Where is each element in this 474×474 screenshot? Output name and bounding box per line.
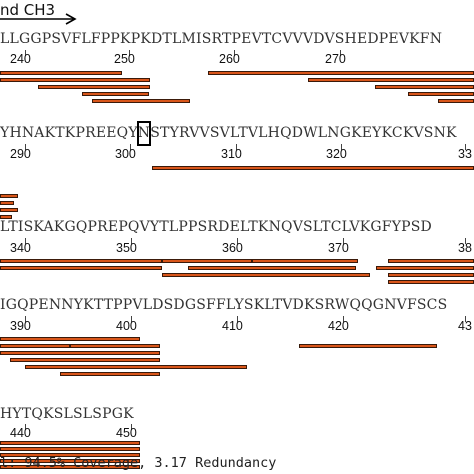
- peptide-bar: [92, 99, 190, 103]
- peptide-bar: [0, 208, 18, 212]
- peptide-bar: [0, 351, 160, 355]
- peptide-bar: [0, 453, 140, 457]
- position-tick: [236, 144, 237, 150]
- position-number: 300: [115, 147, 136, 161]
- peptide-bar: [408, 92, 474, 96]
- peptide-bar: [388, 280, 474, 284]
- position-number: 350: [116, 241, 137, 255]
- position-tick: [25, 50, 26, 56]
- peptide-bar: [0, 215, 12, 219]
- peptide-bar: [252, 259, 358, 263]
- peptide-bar: [10, 358, 160, 362]
- peptide-bar: [60, 372, 160, 376]
- position-number: 440: [10, 426, 31, 440]
- peptide-bar: [0, 459, 140, 463]
- position-number: 260: [219, 52, 240, 66]
- position-number: 400: [116, 319, 137, 333]
- position-tick: [131, 238, 132, 244]
- peptide-bar: [82, 92, 149, 96]
- sequence-text: LTISKAKGQPREPQVYTLPPSRDELTKNQVSLTCLVKGFY…: [0, 219, 432, 235]
- position-tick: [131, 424, 132, 430]
- sequence-text: HYTQKSLSLSPGK: [0, 406, 134, 422]
- position-number: 43: [458, 319, 472, 333]
- peptide-bar: [162, 273, 370, 277]
- position-tick: [234, 50, 235, 56]
- position-number: 360: [222, 241, 243, 255]
- peptide-bar: [0, 447, 140, 451]
- peptide-bar: [308, 78, 474, 82]
- position-number: 310: [221, 147, 242, 161]
- position-tick: [465, 316, 466, 322]
- peptide-bar: [438, 99, 474, 103]
- position-number: 270: [325, 52, 346, 66]
- peptide-bar: [208, 71, 474, 75]
- peptide-bar: [38, 85, 150, 89]
- position-number: 320: [326, 147, 347, 161]
- peptide-bar: [299, 344, 437, 348]
- domain-arrow: [0, 13, 77, 25]
- position-number: 38: [458, 241, 472, 255]
- peptide-bar: [0, 337, 140, 341]
- peptide-bar: [376, 266, 474, 270]
- position-number: 450: [116, 426, 137, 440]
- position-number: 420: [328, 319, 349, 333]
- peptide-bar: [0, 71, 122, 75]
- position-number: 240: [10, 52, 31, 66]
- position-tick: [237, 316, 238, 322]
- position-tick: [25, 238, 26, 244]
- position-tick: [130, 144, 131, 150]
- peptide-bar: [388, 259, 474, 263]
- position-number: 370: [328, 241, 349, 255]
- peptide-bar: [0, 465, 140, 469]
- position-number: 290: [10, 147, 31, 161]
- peptide-bar: [162, 259, 252, 263]
- position-tick: [343, 316, 344, 322]
- peptide-bar: [152, 166, 474, 170]
- position-tick: [465, 144, 466, 150]
- peptide-bar: [25, 365, 247, 369]
- sequence-text: LLGGPSVFLFPPKPKDTLMISRTPEVTCVVVDVSHEDPEV…: [0, 31, 443, 47]
- peptide-bar: [188, 266, 356, 270]
- peptide-bar: [0, 201, 14, 205]
- coverage-summary: l: 94.5% Coverage, 3.17 Redundancy: [0, 455, 277, 471]
- position-number: 33: [458, 147, 472, 161]
- position-tick: [340, 50, 341, 56]
- position-number: 410: [222, 319, 243, 333]
- position-number: 390: [10, 319, 31, 333]
- position-tick: [25, 144, 26, 150]
- domain-label: nd CH3: [0, 1, 56, 19]
- sequence-text: YHNAKTKPREEQYNSTYRVVSVLTVLHQDWLNGKEYKCKV…: [0, 125, 457, 141]
- peptide-bar: [0, 344, 70, 348]
- position-number: 250: [114, 52, 135, 66]
- position-tick: [343, 238, 344, 244]
- peptide-bar: [375, 85, 474, 89]
- position-tick: [129, 50, 130, 56]
- peptide-bar: [0, 78, 150, 82]
- peptide-bar: [0, 266, 162, 270]
- peptide-bar: [388, 273, 474, 277]
- position-tick: [25, 316, 26, 322]
- glycosylation-site-box: [137, 121, 151, 146]
- position-tick: [465, 238, 466, 244]
- position-tick: [237, 238, 238, 244]
- peptide-bar: [0, 194, 18, 198]
- position-tick: [341, 144, 342, 150]
- position-tick: [25, 424, 26, 430]
- sequence-text: IGQPENNYKTTPPVLDSDGSFFLYSKLTVDKSRWQQGNVF…: [0, 297, 448, 313]
- position-number: 340: [10, 241, 31, 255]
- peptide-bar: [70, 344, 160, 348]
- peptide-bar: [0, 259, 162, 263]
- peptide-bar: [0, 441, 140, 445]
- position-tick: [131, 316, 132, 322]
